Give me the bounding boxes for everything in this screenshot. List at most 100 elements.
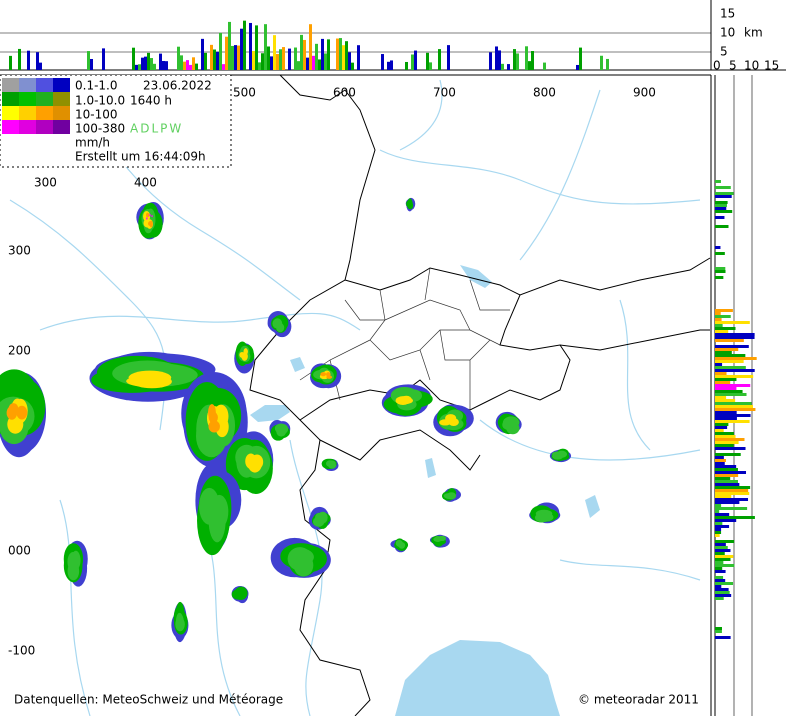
profile-bar bbox=[27, 50, 30, 70]
profile-bar bbox=[147, 52, 150, 70]
profile-bar bbox=[228, 21, 231, 70]
lake bbox=[460, 265, 492, 288]
rain-cells bbox=[0, 197, 572, 643]
profile-bar bbox=[318, 59, 321, 70]
profile-bar bbox=[180, 55, 183, 70]
canton-border bbox=[344, 267, 510, 321]
profile-bar bbox=[715, 252, 725, 255]
legend-label: 10-100 bbox=[75, 108, 118, 122]
profile-bar bbox=[715, 498, 749, 501]
profile-bar bbox=[429, 62, 432, 70]
profile-bar bbox=[715, 489, 749, 492]
profile-bar bbox=[210, 44, 213, 70]
profile-bar bbox=[715, 510, 720, 513]
profile-bar bbox=[715, 333, 755, 336]
profile-bar bbox=[715, 531, 722, 534]
profile-bar bbox=[715, 420, 750, 423]
rain-cell bbox=[552, 452, 564, 460]
rain-cell bbox=[539, 513, 554, 522]
profile-bar bbox=[501, 63, 504, 70]
profile-bar bbox=[715, 417, 737, 420]
profile-bar bbox=[715, 225, 729, 228]
profile-bar bbox=[600, 55, 603, 70]
sea bbox=[395, 640, 560, 716]
profile-bar bbox=[715, 201, 728, 204]
profile-bar bbox=[531, 51, 534, 70]
profile-bar bbox=[715, 630, 722, 633]
legend-unit: mm/h bbox=[75, 136, 110, 150]
profile-bar bbox=[715, 357, 757, 360]
profile-bar bbox=[261, 53, 264, 70]
profile-bar bbox=[715, 408, 756, 411]
border bbox=[249, 74, 376, 717]
profile-bar bbox=[381, 54, 384, 70]
profile-bar bbox=[183, 61, 186, 70]
legend-swatch bbox=[53, 120, 70, 134]
profile-bar bbox=[297, 61, 300, 70]
width-label: 10 bbox=[744, 59, 759, 73]
profile-bar bbox=[715, 477, 731, 480]
rain-cell bbox=[6, 405, 18, 420]
profile-bar bbox=[715, 564, 735, 567]
profile-bar bbox=[715, 396, 727, 399]
profile-bar bbox=[715, 570, 726, 573]
profile-bar bbox=[204, 52, 207, 70]
profile-bar bbox=[715, 426, 728, 429]
river bbox=[399, 79, 443, 151]
profile-bar bbox=[715, 366, 746, 369]
profile-bar bbox=[715, 438, 745, 441]
coord-label: 900 bbox=[633, 86, 656, 100]
profile-bar bbox=[282, 47, 285, 70]
top-profile bbox=[9, 20, 609, 71]
profile-bar bbox=[715, 582, 734, 585]
river bbox=[59, 499, 91, 717]
width-label: 15 bbox=[764, 59, 779, 73]
profile-bar bbox=[411, 54, 414, 70]
profile-bar bbox=[715, 471, 747, 474]
profile-bar bbox=[159, 53, 162, 70]
profile-bar bbox=[715, 210, 733, 213]
profile-bar bbox=[222, 64, 225, 70]
coord-label: 400 bbox=[134, 176, 157, 190]
profile-bar bbox=[414, 50, 417, 70]
legend-swatch bbox=[19, 106, 36, 120]
profile-bar bbox=[213, 49, 216, 70]
rain-cell bbox=[231, 589, 245, 600]
legend-swatch bbox=[36, 106, 53, 120]
rain-cell bbox=[276, 426, 287, 437]
profile-bar bbox=[342, 45, 345, 70]
profile-bar bbox=[715, 336, 755, 339]
profile-bar bbox=[715, 330, 729, 333]
profile-bar bbox=[162, 60, 165, 70]
profile-bar bbox=[715, 393, 747, 396]
profile-bar bbox=[324, 53, 327, 70]
profile-bar bbox=[249, 22, 252, 71]
profile-bar bbox=[715, 345, 749, 348]
rain-cell bbox=[248, 456, 262, 473]
profile-bar bbox=[715, 636, 731, 639]
profile-bar bbox=[715, 576, 724, 579]
profile-bar bbox=[715, 216, 725, 219]
profile-bar bbox=[279, 49, 282, 70]
rain-cell bbox=[16, 405, 28, 420]
rain-cell bbox=[317, 511, 328, 524]
profile-bar bbox=[195, 63, 198, 70]
profile-bar bbox=[312, 55, 315, 70]
width-label: 0 bbox=[713, 59, 721, 73]
profile-bar bbox=[9, 55, 12, 70]
coord-label: 000 bbox=[8, 544, 31, 558]
profile-bar bbox=[102, 48, 105, 70]
profile-bar bbox=[715, 186, 731, 189]
profile-bar bbox=[715, 549, 731, 552]
profile-bar bbox=[715, 447, 746, 450]
rain-cell bbox=[151, 215, 153, 218]
profile-bar bbox=[288, 48, 291, 70]
legend: 0.1-1.0 1.0-10.0 10-100 100-380 mm/h 23.… bbox=[0, 74, 232, 168]
profile-bar bbox=[300, 34, 303, 70]
border bbox=[319, 429, 481, 471]
profile-bar bbox=[715, 552, 725, 555]
legend-label: 1.0-10.0 bbox=[75, 94, 125, 108]
profile-bar bbox=[715, 444, 734, 447]
legend-swatch bbox=[2, 106, 19, 120]
